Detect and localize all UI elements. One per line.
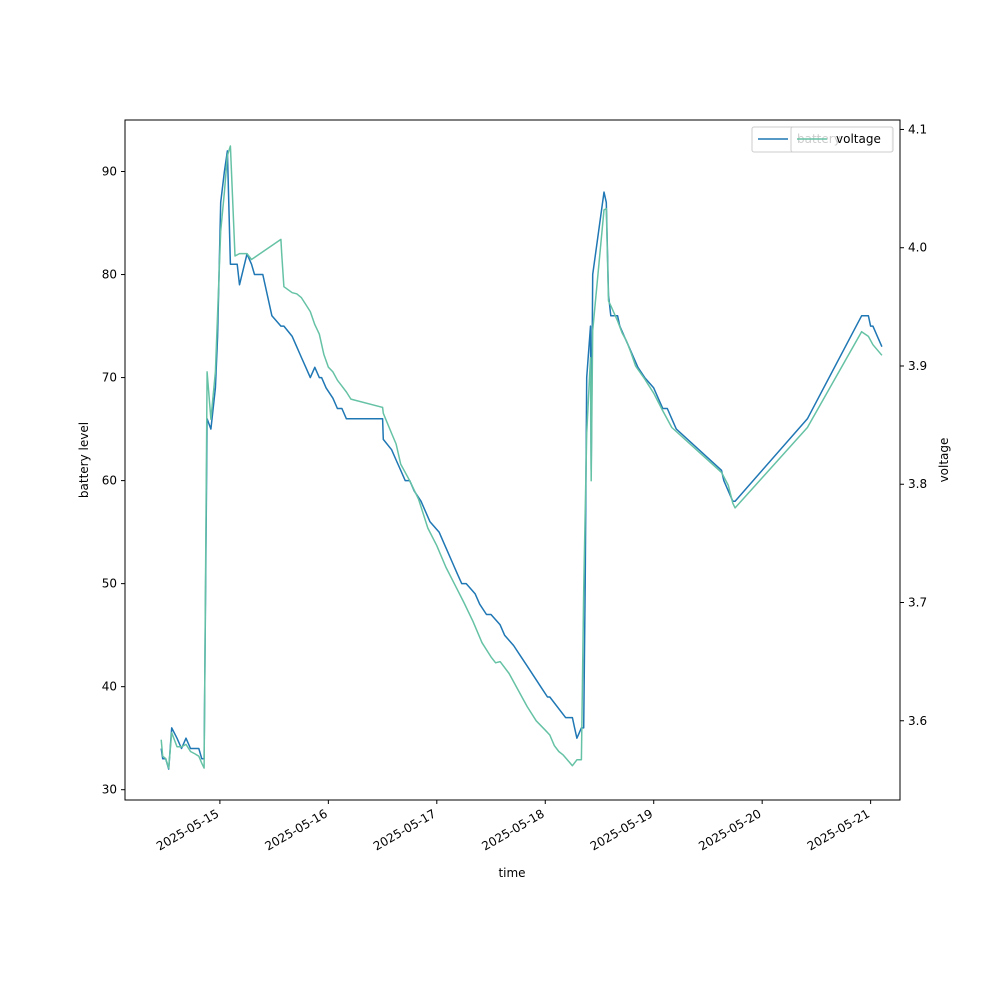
legend-voltage-label: voltage [836,132,881,146]
plot-area-frame [124,119,901,801]
y2-tick-label: 4.1 [908,122,927,136]
y2-tick-label: 3.6 [908,714,927,728]
y-tick-label: 50 [102,577,117,591]
y-tick-label: 90 [102,165,117,179]
y-axis-right: 3.6 3.7 3.8 3.9 4.0 4.1 [900,122,927,728]
y2-axis-label: voltage [937,438,951,483]
y-axis-label: battery level [77,422,91,498]
y-tick-label: 30 [102,783,117,797]
y2-tick-label: 4.0 [908,241,927,255]
y2-tick-label: 3.7 [908,596,927,610]
y2-tick-label: 3.8 [908,477,927,491]
series-line-battery [160,150,883,770]
legend-voltage-box [790,126,894,153]
y-tick-label: 60 [102,474,117,488]
series-layer [160,145,883,770]
y-tick-label: 40 [102,680,117,694]
y-axis-left: 30 40 50 60 70 80 90 [102,165,125,797]
y2-tick-label: 3.9 [908,359,927,373]
y-tick-label: 70 [102,371,117,385]
series-line-voltage [160,145,883,769]
legend-voltage: voltage [790,126,894,153]
y-tick-label: 80 [102,268,117,282]
x-axis-label: time [498,866,525,880]
